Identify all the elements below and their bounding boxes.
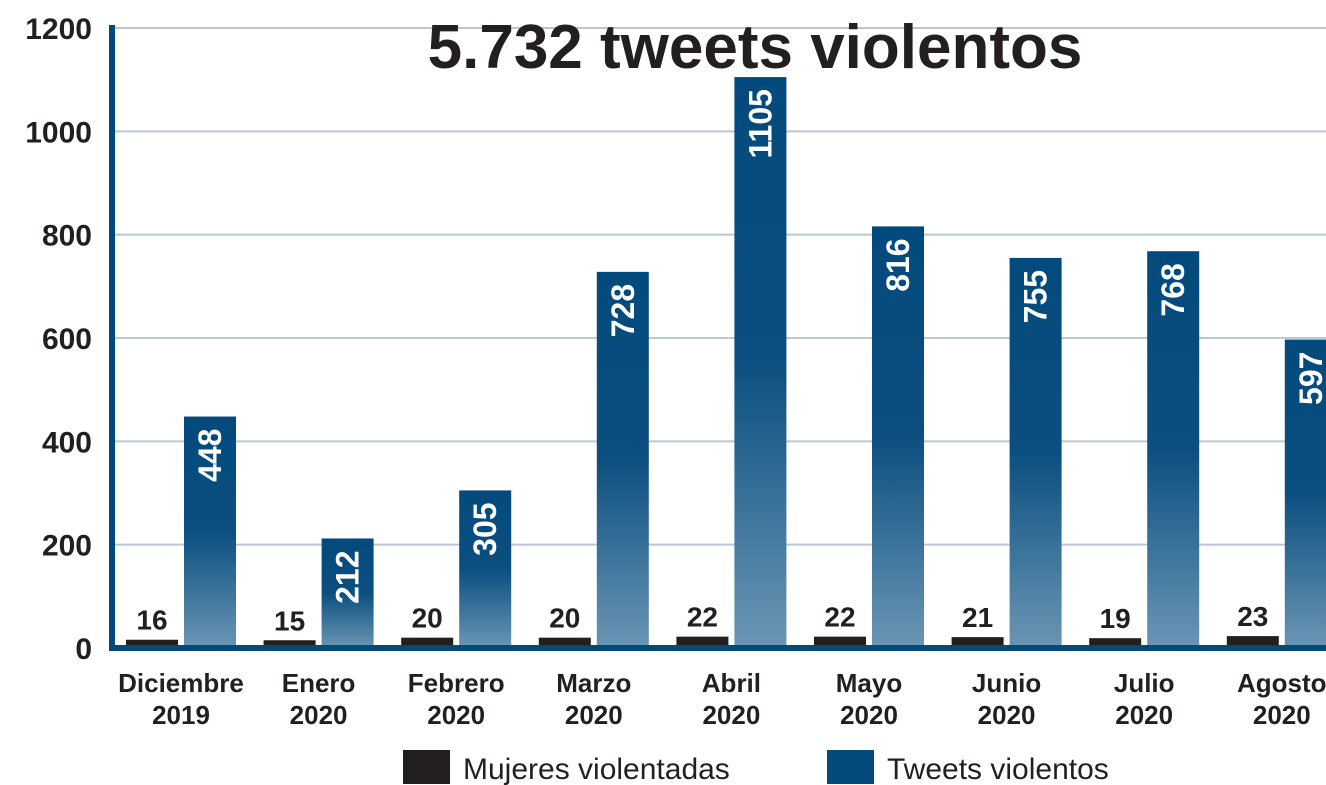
x-tick-label: Diciembre xyxy=(118,668,244,698)
data-label-tweets: 448 xyxy=(192,429,228,482)
data-label-mujeres: 20 xyxy=(549,603,580,634)
x-tick-label: Junio xyxy=(972,668,1041,698)
bar-mujeres xyxy=(538,637,591,648)
y-tick-label: 600 xyxy=(42,323,92,356)
bar-tweets xyxy=(1147,251,1200,648)
y-tick-label: 400 xyxy=(42,426,92,459)
x-tick-label: 2020 xyxy=(427,700,485,730)
y-tick-label: 1200 xyxy=(25,13,92,46)
data-label-tweets: 212 xyxy=(330,550,366,603)
bar-mujeres xyxy=(126,639,178,648)
x-tick-label: 2020 xyxy=(565,700,623,730)
data-label-tweets: 755 xyxy=(1018,270,1054,323)
x-tick-label: 2020 xyxy=(840,700,898,730)
y-tick-label: 800 xyxy=(42,220,92,253)
x-tick-label: Febrero xyxy=(408,668,505,698)
labels: 02004006008001000120016448Diciembre20191… xyxy=(25,13,1326,730)
bar-mujeres xyxy=(814,636,866,648)
legend: Mujeres violentadas Tweets violentos xyxy=(403,750,1109,785)
data-label-tweets: 1105 xyxy=(742,89,778,158)
y-tick-label: 0 xyxy=(75,633,92,666)
data-label-tweets: 768 xyxy=(1155,263,1191,316)
data-label-mujeres: 20 xyxy=(412,603,443,634)
data-label-mujeres: 19 xyxy=(1100,603,1131,634)
data-label-mujeres: 16 xyxy=(136,605,167,636)
x-tick-label: Julio xyxy=(1114,668,1175,698)
legend-label: Mujeres violentadas xyxy=(463,753,730,785)
data-label-mujeres: 23 xyxy=(1237,601,1268,632)
bar-tweets xyxy=(459,490,512,648)
data-label-mujeres: 22 xyxy=(687,602,718,633)
bar-tweets xyxy=(1284,339,1326,648)
data-label-tweets: 816 xyxy=(880,238,916,291)
bar-mujeres xyxy=(951,637,1004,648)
data-label-tweets: 728 xyxy=(605,284,641,337)
x-tick-label: 2020 xyxy=(290,700,348,730)
y-tick-label: 200 xyxy=(42,530,92,563)
data-label-mujeres: 22 xyxy=(824,602,855,633)
legend-swatch xyxy=(827,750,874,784)
x-tick-label: Abril xyxy=(702,668,761,698)
bar-mujeres xyxy=(263,640,316,648)
legend-label: Tweets violentos xyxy=(887,753,1109,785)
x-tick-label: Mayo xyxy=(836,668,902,698)
x-tick-label: Enero xyxy=(282,668,356,698)
x-tick-label: 2020 xyxy=(978,700,1036,730)
x-tick-label: 2020 xyxy=(702,700,760,730)
bar-tweets xyxy=(1009,257,1062,648)
data-label-tweets: 305 xyxy=(467,502,503,555)
bar-mujeres xyxy=(401,637,454,648)
bar-tweets xyxy=(734,77,787,649)
bar-tweets xyxy=(321,538,374,648)
data-label-mujeres: 15 xyxy=(274,605,305,636)
x-tick-label: Agosto xyxy=(1237,668,1326,698)
bars xyxy=(126,77,1326,649)
bar-mujeres xyxy=(1226,636,1279,648)
chart-title: 5.732 tweets violentos xyxy=(428,13,1083,82)
x-tick-label: 2019 xyxy=(152,700,210,730)
data-label-tweets: 597 xyxy=(1293,352,1326,405)
x-tick-label: 2020 xyxy=(1253,700,1311,730)
x-tick-label: 2020 xyxy=(1115,700,1173,730)
gridlines xyxy=(112,27,1326,546)
bar-tweets xyxy=(596,271,649,648)
y-tick-label: 1000 xyxy=(25,116,92,149)
bar-tweets xyxy=(872,226,924,648)
axes xyxy=(109,25,1326,651)
legend-swatch xyxy=(403,750,450,784)
bar-mujeres xyxy=(676,636,729,648)
x-tick-label: Marzo xyxy=(556,668,631,698)
data-label-mujeres: 21 xyxy=(962,602,993,633)
bar-mujeres xyxy=(1089,638,1142,648)
bar-tweets xyxy=(184,416,236,648)
